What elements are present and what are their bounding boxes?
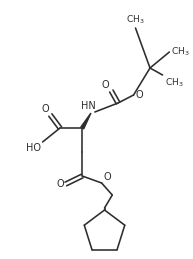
- Text: O: O: [104, 172, 111, 182]
- Text: O: O: [102, 80, 109, 90]
- Text: HN: HN: [81, 101, 96, 111]
- Text: CH$_3$: CH$_3$: [126, 13, 145, 26]
- Text: O: O: [56, 179, 64, 189]
- Text: O: O: [135, 90, 143, 100]
- Text: CH$_3$: CH$_3$: [164, 76, 183, 89]
- Text: CH$_3$: CH$_3$: [171, 46, 190, 58]
- Polygon shape: [81, 113, 91, 129]
- Text: O: O: [42, 104, 49, 114]
- Text: HO: HO: [26, 143, 41, 153]
